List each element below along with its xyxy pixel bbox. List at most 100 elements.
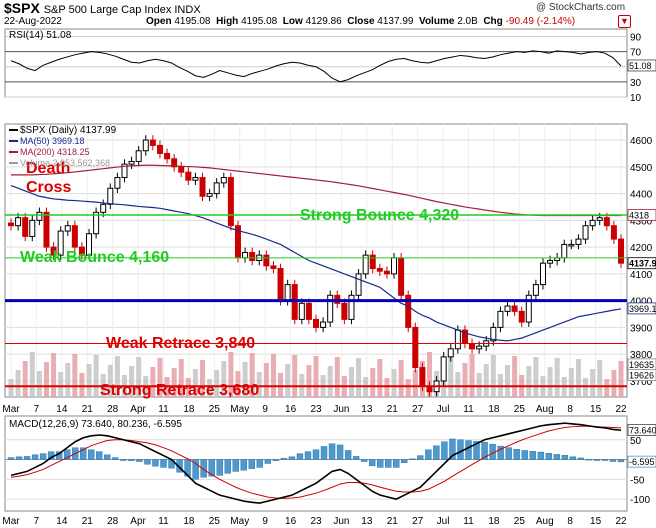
volume-bar xyxy=(150,367,156,397)
volume-bar xyxy=(505,365,511,397)
volume-bar xyxy=(58,372,64,397)
macd-histogram-bar xyxy=(7,457,15,460)
volume-bar xyxy=(476,373,482,397)
rsi-value-box xyxy=(627,59,656,72)
volume-bar xyxy=(334,357,340,397)
macd-histogram-bar xyxy=(144,459,151,465)
macd-x-tick-label: Jun xyxy=(333,516,349,527)
macd-histogram-bar xyxy=(152,459,159,467)
candle xyxy=(398,257,405,296)
candle xyxy=(405,294,412,328)
volume-bar xyxy=(129,366,135,397)
candle xyxy=(582,225,589,240)
price-x-tick-label: 18 xyxy=(488,404,500,415)
rsi-value-label: 51.08 xyxy=(629,61,652,71)
macd-panel xyxy=(4,415,628,512)
macd-x-tick-label: 18 xyxy=(488,516,500,527)
macd-histogram-bar xyxy=(401,459,408,463)
volume-bar xyxy=(79,373,85,397)
volume-bar xyxy=(575,359,581,397)
macd-x-tick-label: Apr xyxy=(130,516,146,527)
macd-histogram-bar xyxy=(521,450,528,460)
macd-histogram-bar xyxy=(497,445,504,460)
price-tick-label: 3800 xyxy=(630,350,653,361)
price-x-tick-label: 14 xyxy=(56,404,68,415)
price-x-tick-label: 13 xyxy=(361,404,373,415)
volume-bar xyxy=(611,370,617,397)
volume-bar xyxy=(292,355,298,397)
volume-bar xyxy=(533,357,539,397)
price-tick-label: 3700 xyxy=(630,377,653,388)
candle xyxy=(29,219,36,237)
candle xyxy=(277,268,284,302)
rsi-panel xyxy=(4,28,628,98)
macd-x-tick-label: Jul xyxy=(437,516,450,527)
volume-bar xyxy=(8,379,14,397)
price-x-tick-label: 7 xyxy=(34,404,40,415)
price-x-tick-label: 18 xyxy=(183,404,195,415)
volume-bar xyxy=(192,369,198,397)
macd-histogram-bar xyxy=(39,453,47,460)
macd-histogram-bar xyxy=(473,441,480,460)
candle xyxy=(391,257,398,275)
macd-x-tick-label: 25 xyxy=(209,516,221,527)
weak-bounce-label: Weak Bounce 4,160 xyxy=(20,249,169,266)
candle xyxy=(589,219,596,227)
volume-bar xyxy=(455,372,461,397)
candle xyxy=(327,294,334,323)
price-x-tick-label: 11 xyxy=(158,404,169,415)
volume-bar xyxy=(86,364,92,397)
volume-bar xyxy=(483,364,489,397)
price-x-tick-label: Jul xyxy=(437,404,450,415)
candle xyxy=(270,265,277,270)
macd-x-tick-label: 13 xyxy=(361,516,373,527)
macd-histogram-bar xyxy=(256,459,264,468)
price-x-tick-label: 21 xyxy=(82,404,94,415)
price-x-tick-label: 16 xyxy=(285,404,297,415)
volume-bar xyxy=(384,378,390,397)
candle xyxy=(547,260,554,264)
price-tick-label: 4600 xyxy=(630,136,653,147)
volume-bar xyxy=(43,362,49,397)
macd-tick-label: 50 xyxy=(630,436,642,447)
macd-histogram-bar xyxy=(537,451,544,460)
volume-bar xyxy=(114,356,120,397)
candle xyxy=(142,139,149,152)
chevron-down-icon[interactable]: ▼ xyxy=(618,15,631,28)
candle xyxy=(57,230,64,256)
price-tick-label: 4000 xyxy=(630,297,653,308)
macd-histogram-bar xyxy=(336,444,344,460)
macd-histogram-bar xyxy=(232,459,239,472)
volume-bar xyxy=(235,371,241,397)
legend-entry: Volume 2,053,562,368 xyxy=(20,158,110,168)
candle xyxy=(36,211,43,221)
candle xyxy=(476,345,483,350)
candle xyxy=(121,163,128,179)
price-value-label: 19626 xyxy=(629,371,654,381)
macd-histogram-bar xyxy=(609,459,617,462)
macd-histogram-bar xyxy=(417,455,424,460)
price-value-box xyxy=(627,369,656,381)
macd-x-tick-label: 16 xyxy=(285,516,297,527)
candle xyxy=(348,294,355,320)
volume-bar xyxy=(200,360,206,397)
candle xyxy=(263,254,270,267)
price-x-tick-label: Aug xyxy=(536,404,554,415)
volume-bar xyxy=(65,363,71,397)
candle xyxy=(376,268,383,272)
candle xyxy=(284,284,291,302)
legend-entry: MA(200) 4318.25 xyxy=(20,147,90,157)
candle xyxy=(532,284,539,296)
macd-hist-value-label: -6.595 xyxy=(629,457,655,467)
candle xyxy=(618,238,624,264)
candle xyxy=(93,211,100,235)
volume-bar xyxy=(462,363,468,397)
ma50-line xyxy=(10,184,622,342)
rsi-tick-label: 30 xyxy=(630,78,642,89)
macd-histogram-bar xyxy=(585,458,593,461)
macd-histogram-bar xyxy=(200,459,207,478)
candle xyxy=(440,356,447,382)
volume-bar xyxy=(15,370,21,397)
macd-histogram-bar xyxy=(505,447,512,460)
macd-histogram-bar xyxy=(577,457,585,460)
